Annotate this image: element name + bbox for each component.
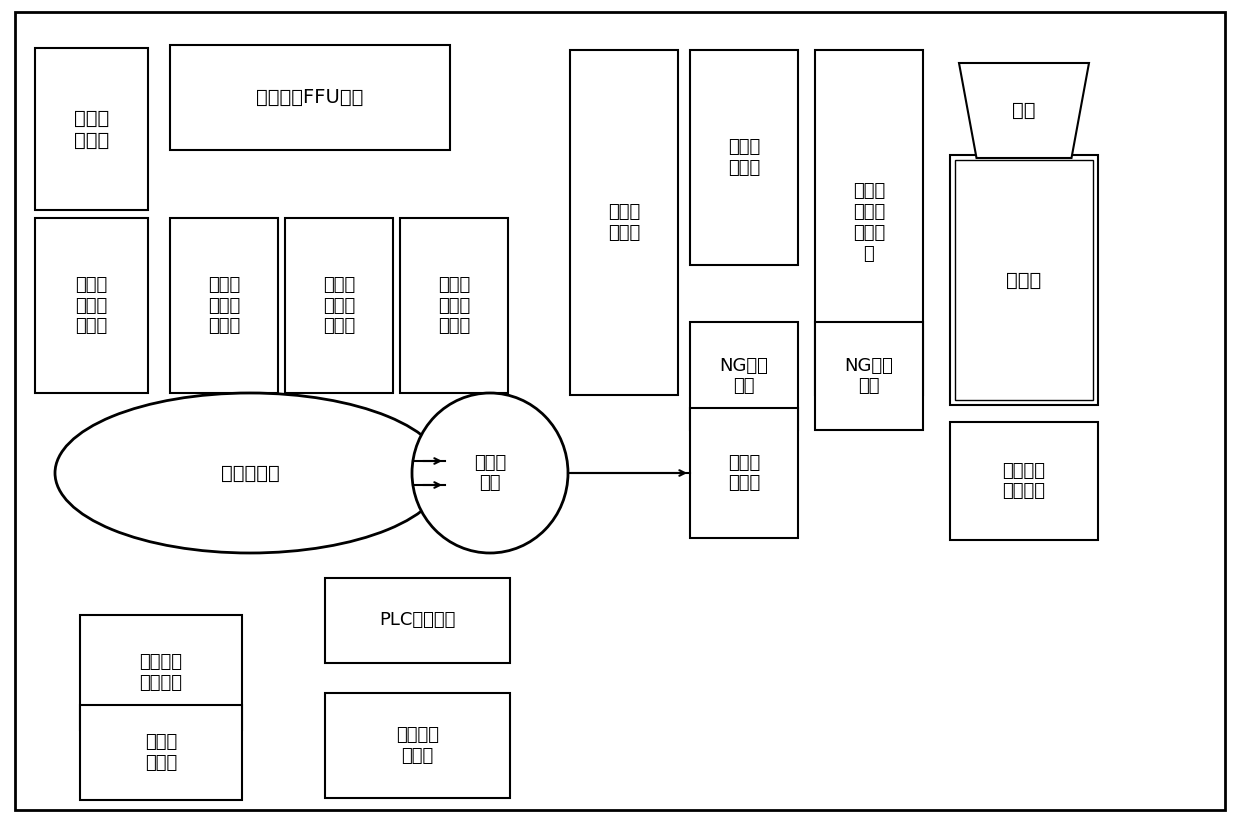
Bar: [950, 422, 1097, 540]
Polygon shape: [959, 63, 1089, 158]
Bar: [170, 45, 450, 150]
Bar: [81, 615, 242, 730]
Ellipse shape: [55, 393, 445, 553]
Bar: [81, 705, 242, 800]
Text: 自动装
箱系统: 自动装 箱系统: [145, 733, 177, 772]
Bar: [170, 218, 278, 393]
Text: 底部瑕
疵检测
子系统: 底部瑕 疵检测 子系统: [322, 276, 355, 335]
Text: 器件角度
校正装置: 器件角度 校正装置: [1002, 461, 1045, 501]
Bar: [35, 218, 148, 393]
Text: NG剔除
系统: NG剔除 系统: [719, 357, 769, 395]
Bar: [401, 218, 508, 393]
Bar: [325, 693, 510, 798]
Text: 空气净化FFU系统: 空气净化FFU系统: [257, 88, 363, 107]
Text: 料仓: 料仓: [1012, 101, 1035, 120]
Bar: [689, 50, 799, 265]
Text: 器件旋
转台: 器件旋 转台: [474, 454, 506, 492]
Bar: [689, 322, 799, 430]
Text: 人机界
面单元: 人机界 面单元: [74, 109, 109, 150]
Bar: [285, 218, 393, 393]
Bar: [35, 48, 148, 210]
Text: 侧面瑕
疵检测
子系统: 侧面瑕 疵检测 子系统: [438, 276, 470, 335]
Bar: [955, 160, 1092, 400]
Bar: [689, 408, 799, 538]
Text: PLC控制单元: PLC控制单元: [379, 612, 455, 630]
Ellipse shape: [412, 393, 568, 553]
Text: 管脚瑕
疵检测
子系统: 管脚瑕 疵检测 子系统: [208, 276, 241, 335]
Bar: [950, 155, 1097, 405]
Bar: [570, 50, 678, 395]
Bar: [815, 322, 923, 430]
Text: 器件传送带: 器件传送带: [221, 464, 279, 483]
Bar: [815, 50, 923, 395]
Text: 管脚校
正装置: 管脚校 正装置: [608, 203, 640, 242]
Text: 器件分类
剔除装置: 器件分类 剔除装置: [139, 653, 182, 692]
Text: 入料抓
取装置: 入料抓 取装置: [728, 454, 760, 492]
Bar: [325, 578, 510, 663]
Text: 震料盘: 震料盘: [1007, 271, 1042, 290]
Text: NG剔除
系统: NG剔除 系统: [844, 357, 894, 395]
Text: 器件尺
寸图像
采集系
统: 器件尺 寸图像 采集系 统: [853, 182, 885, 263]
Text: 顶部瑕
疵检测
子系统: 顶部瑕 疵检测 子系统: [76, 276, 108, 335]
Text: 算法处理
器单元: 算法处理 器单元: [396, 726, 439, 765]
Text: 容量测
量系统: 容量测 量系统: [728, 138, 760, 177]
